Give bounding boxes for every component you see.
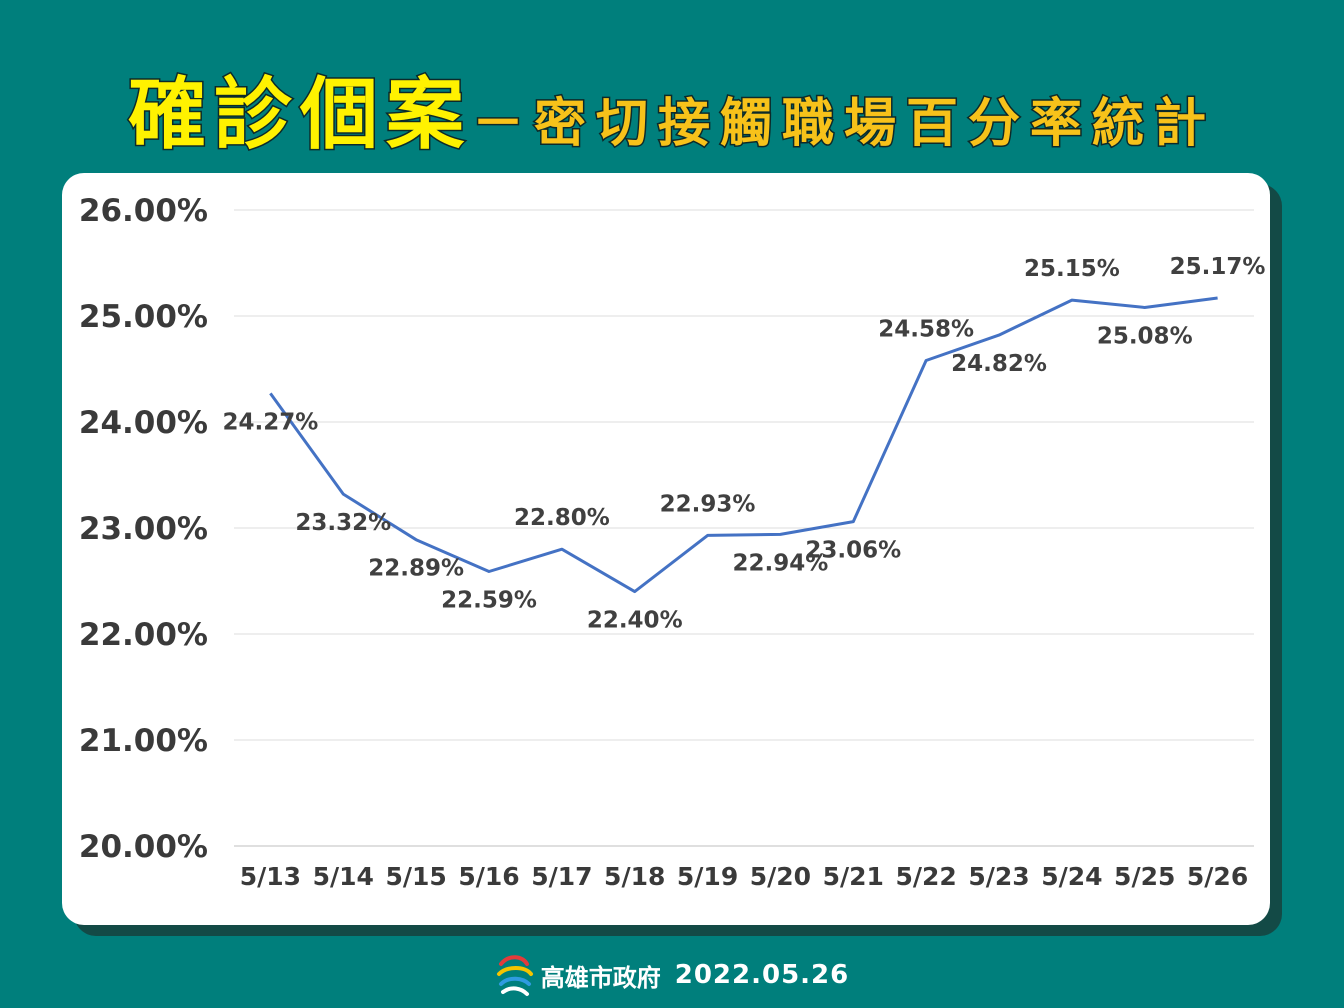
x-tick-label: 5/17 xyxy=(531,862,592,891)
x-tick-label: 5/14 xyxy=(313,862,374,891)
title-sub: －密切接觸職場百分率統計 xyxy=(470,93,1217,156)
data-label: 25.17% xyxy=(1170,254,1266,280)
data-label: 22.89% xyxy=(368,556,464,582)
gridlines xyxy=(234,209,1254,847)
x-tick-label: 5/22 xyxy=(895,862,956,891)
x-tick-label: 5/26 xyxy=(1187,862,1248,891)
x-tick-label: 5/23 xyxy=(968,862,1029,891)
data-labels: 24.27% 23.32% 22.89% 22.59% 22.80% 22.40% 22.9… xyxy=(223,254,1266,634)
y-axis-ticks: 20.00% 21.00% 22.00% 23.00% 24.00% 25.00% 26.0… xyxy=(79,193,208,865)
x-tick-label: 5/16 xyxy=(458,862,519,891)
x-axis-ticks: 5/13 5/14 5/15 5/16 5/17 5/18 5/19 5/20 5/21 5/22… xyxy=(240,862,1248,891)
y-tick-label: 24.00% xyxy=(79,405,208,441)
x-tick-label: 5/24 xyxy=(1041,862,1102,891)
data-label: 24.58% xyxy=(878,317,974,343)
footer-org: 高雄市政府 xyxy=(540,963,661,992)
x-tick-label: 5/13 xyxy=(240,862,301,891)
y-tick-label: 23.00% xyxy=(79,511,208,547)
x-tick-label: 5/25 xyxy=(1114,862,1175,891)
x-tick-label: 5/15 xyxy=(385,862,446,891)
x-tick-label: 5/18 xyxy=(604,862,665,891)
data-label: 24.27% xyxy=(223,409,319,435)
y-tick-label: 26.00% xyxy=(79,193,208,229)
x-tick-label: 5/21 xyxy=(823,862,884,891)
y-tick-label: 20.00% xyxy=(79,829,208,865)
data-label: 25.15% xyxy=(1024,256,1120,282)
series-line xyxy=(269,296,1218,594)
data-label: 25.08% xyxy=(1097,324,1193,350)
data-label: 22.59% xyxy=(441,587,537,613)
y-tick-label: 21.00% xyxy=(79,723,208,759)
data-label: 23.06% xyxy=(805,538,901,564)
footer-date: 2022.05.26 xyxy=(674,960,850,990)
data-label: 22.94% xyxy=(733,550,829,576)
chart-panel xyxy=(62,173,1270,925)
data-label: 24.82% xyxy=(951,351,1047,377)
y-tick-label: 25.00% xyxy=(79,299,208,335)
data-label: 23.32% xyxy=(295,510,391,536)
data-label: 22.93% xyxy=(660,491,756,517)
x-tick-label: 5/20 xyxy=(750,862,811,891)
kaohsiung-logo-icon xyxy=(496,955,533,996)
page-title: 確診個案－密切接觸職場百分率統計 xyxy=(0,52,1344,164)
y-tick-label: 22.00% xyxy=(79,617,208,653)
x-tick-label: 5/19 xyxy=(677,862,738,891)
footer: 高雄市政府 2022.05.26 xyxy=(0,952,1344,998)
data-label: 22.40% xyxy=(587,608,683,634)
title-main: 確診個案 xyxy=(126,69,472,162)
data-label: 22.80% xyxy=(514,505,610,531)
